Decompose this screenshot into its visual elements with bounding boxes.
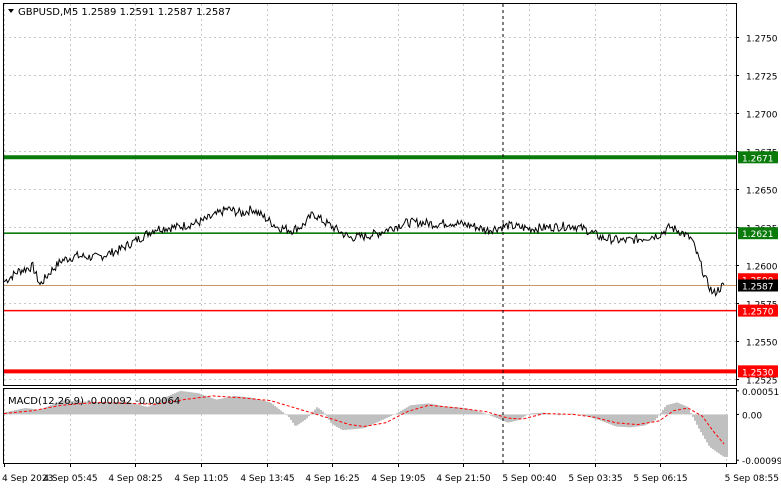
- level-price-label: 1.2621: [742, 230, 774, 240]
- main-plot-frame: [3, 3, 737, 386]
- y-tick-label: 1.2725: [746, 73, 778, 83]
- x-tick-label: 4 Sep 19:05: [371, 474, 425, 484]
- close-value: 1.2587: [196, 7, 231, 18]
- x-tick-label: 4 Sep 08:25: [108, 474, 162, 484]
- x-tick-label: 4 Sep 21:50: [436, 474, 491, 484]
- level-price-label-box: [738, 304, 778, 317]
- open-value: 1.2589: [81, 7, 116, 18]
- level-price-label: 1.2671: [742, 154, 774, 164]
- level-price-label-box: [738, 227, 778, 240]
- y-tick-label: 1.2700: [746, 111, 778, 121]
- price-line: [3, 205, 725, 298]
- level-price-label-box: [738, 365, 778, 378]
- x-tick-label: 4 Sep 16:25: [305, 474, 359, 484]
- x-tick-label: 5 Sep 03:35: [568, 474, 622, 484]
- macd-signal-line: [3, 395, 725, 445]
- macd-y-tick-label: -0.00099: [742, 457, 781, 467]
- y-tick-label: 1.2650: [746, 187, 778, 197]
- level-price-label: 1.2570: [742, 308, 774, 318]
- level-price-label: 1.2530: [742, 368, 774, 378]
- current-price-label: 1.2587: [742, 283, 774, 293]
- symbol-label: GBPUSD,M5: [18, 7, 78, 18]
- macd-title: MACD(12,26,9) -0.00092 -0.00064: [8, 396, 180, 407]
- y-tick-label: 1.2600: [746, 263, 778, 273]
- x-tick-label: 5 Sep 00:40: [502, 474, 557, 484]
- x-tick-label: 4 Sep 2023: [2, 474, 53, 484]
- y-tick-label: 1.2750: [746, 35, 778, 45]
- macd-plot-frame: [3, 388, 737, 464]
- y-tick-label: 1.2525: [746, 377, 778, 387]
- high-value: 1.2591: [120, 7, 155, 18]
- x-tick-label: 5 Sep 08:55: [725, 474, 779, 484]
- x-tick-label: 4 Sep 11:05: [174, 474, 228, 484]
- x-tick-label: 4 Sep 05:45: [43, 474, 97, 484]
- level-price-label-box: [738, 151, 778, 164]
- x-tick-label: 4 Sep 13:45: [240, 474, 294, 484]
- dropdown-triangle-icon[interactable]: [8, 9, 14, 13]
- x-tick-label: 5 Sep 06:15: [633, 474, 687, 484]
- low-value: 1.2587: [158, 7, 193, 18]
- macd-y-tick-label: 0.00051: [742, 388, 779, 398]
- y-tick-label: 1.2550: [746, 339, 778, 349]
- symbol-ohlc-header: GBPUSD,M5 1.2589 1.2591 1.2587 1.2587: [18, 7, 231, 18]
- macd-y-tick-label: 0.00: [742, 411, 762, 421]
- current-price-label-box: [738, 279, 778, 292]
